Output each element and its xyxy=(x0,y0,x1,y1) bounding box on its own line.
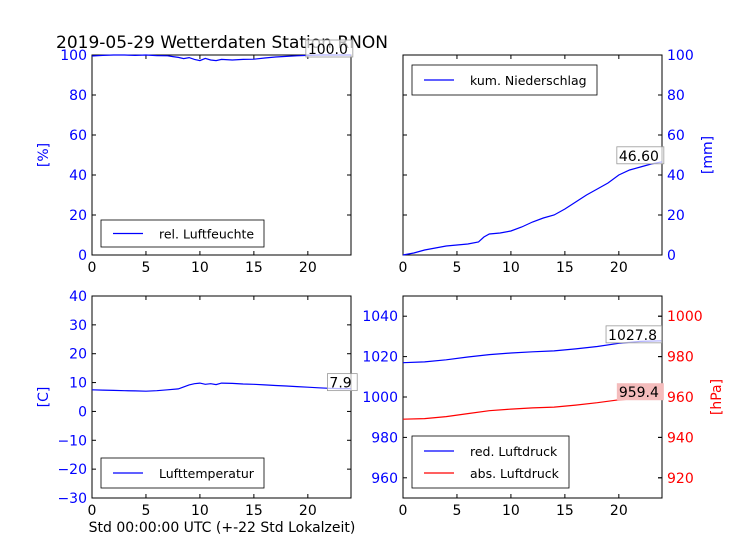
annotation-box xyxy=(616,146,665,165)
panel-pressure: 0 5 10 15 20 960 980 1000 1020 1040 920 940 960 980 10… xyxy=(362,295,725,519)
y2-tick-label: 980 xyxy=(667,350,694,366)
annotation-box xyxy=(327,373,358,392)
y-tick-label: 60 xyxy=(69,128,87,144)
x-tick-label: 0 xyxy=(399,503,408,519)
legend-label: kum. Niederschlag xyxy=(470,73,587,88)
y-tick-label: 1020 xyxy=(362,350,398,366)
y2-tick-label: 940 xyxy=(667,430,694,446)
legend-label: rel. Luftfeuchte xyxy=(159,227,254,242)
annotation-label: 7.9 xyxy=(329,376,351,392)
series-line-1 xyxy=(402,161,663,256)
y-tick-label: 100 xyxy=(667,48,694,64)
x-tick-label: 20 xyxy=(610,260,628,276)
series-line-2 xyxy=(402,397,663,420)
y-tick-label: 40 xyxy=(69,168,87,184)
legend-box xyxy=(411,435,570,489)
y-tick-label: 0 xyxy=(667,248,676,264)
legend-label: Lufttemperatur xyxy=(159,466,255,481)
y-tick-label: 80 xyxy=(69,88,87,104)
x-tick-label: 5 xyxy=(452,260,461,276)
legend-label: abs. Luftdruck xyxy=(470,466,560,481)
y-tick-label: −20 xyxy=(57,462,87,478)
series-line-1 xyxy=(402,340,663,364)
y-tick-label: 80 xyxy=(667,88,685,104)
x-tick-label: 10 xyxy=(502,503,520,519)
annotation-label: 100.0 xyxy=(308,42,348,58)
y-axis-label: [C] xyxy=(36,387,52,408)
y-tick-label: 10 xyxy=(69,376,87,392)
figure-title: 2019-05-29 Wetterdaten Station RNON xyxy=(56,33,388,53)
annotation-label: 46.60 xyxy=(619,149,659,165)
y2-tick-label: 1000 xyxy=(667,309,703,325)
x-axis-caption: Std 00:00:00 UTC (+-22 Std Lokalzeit) xyxy=(89,520,356,536)
annotation-box xyxy=(605,325,663,344)
x-tick-label: 10 xyxy=(191,260,209,276)
x-tick-label: 20 xyxy=(610,503,628,519)
y-tick-label: 980 xyxy=(371,430,398,446)
annotation-box xyxy=(616,383,664,401)
y-tick-label: 40 xyxy=(667,168,685,184)
panel-precipitation: 0 5 10 15 20 0 20 40 60 80 100 [mm] 46.60 kum. Nieder… xyxy=(399,48,716,276)
x-tick-label: 0 xyxy=(88,503,97,519)
x-tick-label: 20 xyxy=(299,260,317,276)
x-tick-label: 20 xyxy=(299,503,317,519)
y2-tick-label: 920 xyxy=(667,471,694,487)
y-tick-label: 60 xyxy=(667,128,685,144)
y-tick-label: 20 xyxy=(69,347,87,363)
plot-frame xyxy=(91,295,352,499)
y-tick-label: 20 xyxy=(69,208,87,224)
y-axis-label: [%] xyxy=(36,143,52,167)
y-tick-label: 40 xyxy=(69,289,87,305)
x-tick-label: 0 xyxy=(88,260,97,276)
y-tick-label: 0 xyxy=(78,404,87,420)
x-tick-label: 15 xyxy=(556,260,574,276)
y-tick-label: 20 xyxy=(667,208,685,224)
y-axis-label: [mm] xyxy=(700,136,716,174)
x-tick-label: 15 xyxy=(245,503,263,519)
x-tick-label: 10 xyxy=(191,503,209,519)
y-tick-label: −10 xyxy=(57,433,87,449)
y-tick-label: 0 xyxy=(78,248,87,264)
y2-tick-label: 960 xyxy=(667,390,694,406)
x-tick-label: 5 xyxy=(141,503,150,519)
panel-temperature: 0 5 10 15 20 −30 −20 −10 0 10 20 30 40 [C] 7.9 Lufttemp… xyxy=(36,289,358,519)
x-tick-label: 15 xyxy=(245,260,263,276)
panel-humidity: 0 5 10 15 20 0 20 40 60 80 100 [%] 100.0 rel. Luftfeu… xyxy=(36,39,354,276)
x-tick-label: 10 xyxy=(502,260,520,276)
legend-label: red. Luftdruck xyxy=(470,444,558,459)
y-tick-label: 960 xyxy=(371,471,398,487)
series-line-1 xyxy=(91,54,351,62)
y-tick-label: 100 xyxy=(60,48,87,64)
y-tick-label: −30 xyxy=(57,491,87,507)
y-tick-label: 30 xyxy=(69,318,87,334)
x-tick-label: 5 xyxy=(452,503,461,519)
series-line-1 xyxy=(91,382,351,392)
y-tick-label: 1040 xyxy=(362,309,398,325)
annotation-label: 959.4 xyxy=(619,385,659,401)
y-tick-label: 1000 xyxy=(362,390,398,406)
x-tick-label: 5 xyxy=(141,260,150,276)
annotation-label: 1027.8 xyxy=(608,328,657,344)
plot-frame xyxy=(91,54,352,256)
annotation-box xyxy=(305,39,354,58)
x-tick-label: 0 xyxy=(399,260,408,276)
y2-axis-label: [hPa] xyxy=(709,379,725,415)
x-tick-label: 15 xyxy=(556,503,574,519)
